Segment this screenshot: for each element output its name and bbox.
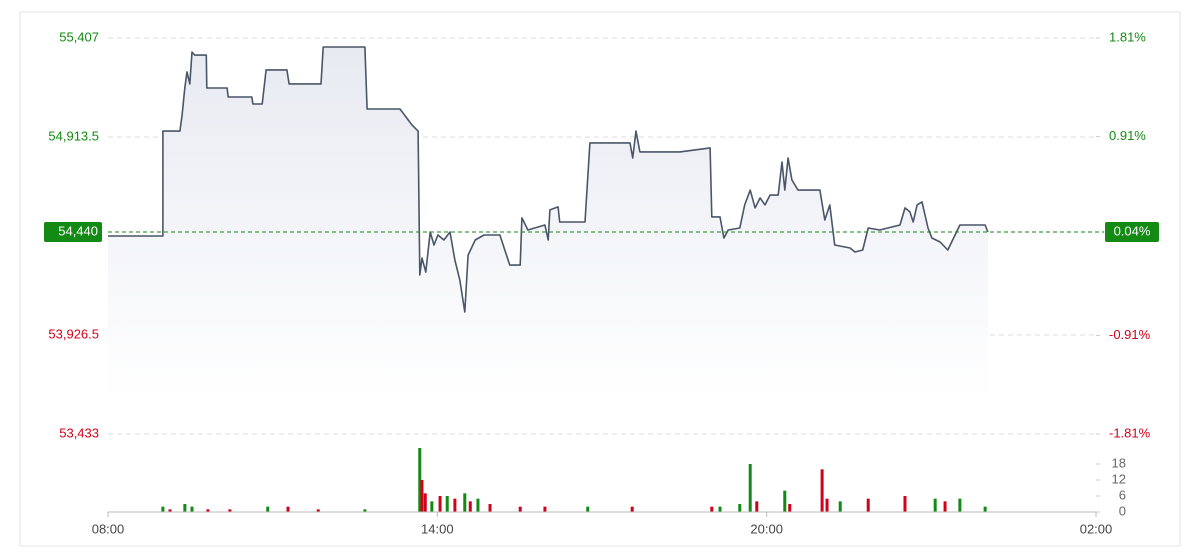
y2-tick-label: 1.81%: [1109, 29, 1146, 44]
volume-bar: [783, 490, 787, 512]
volume-bar: [453, 498, 457, 512]
volume-bar: [738, 504, 742, 512]
volume-bar: [228, 509, 232, 512]
volume-bar: [423, 493, 427, 512]
volume-bar: [586, 506, 590, 512]
last-price-label: 54,440: [58, 223, 98, 238]
price-area: [108, 47, 988, 400]
volume-bar: [183, 504, 187, 512]
volume-bar: [488, 504, 492, 512]
volume-bar: [958, 498, 962, 512]
volume-bar: [630, 506, 634, 512]
y2-tick-label: -0.91%: [1109, 327, 1151, 342]
volume-bar: [983, 506, 987, 512]
volume-bar: [820, 469, 824, 512]
y2-tick-label: 0.91%: [1109, 128, 1146, 143]
volume-bar: [420, 480, 424, 512]
y2-tick-label: -1.81%: [1109, 425, 1151, 440]
volume-tick-label: 12: [1112, 471, 1126, 486]
volume-bar: [316, 509, 320, 512]
volume-bar: [190, 506, 194, 512]
volume-bar: [445, 496, 449, 512]
volume-bar: [206, 509, 210, 512]
volume-bar: [363, 509, 367, 512]
volume-bar: [518, 506, 522, 512]
volume-bar: [755, 501, 759, 512]
volume-tick-label: 18: [1112, 455, 1126, 470]
x-tick-label: 14:00: [421, 521, 454, 536]
volume-bar: [463, 493, 467, 512]
volume-tick-label: 0: [1119, 503, 1126, 518]
volume-bar: [933, 498, 937, 512]
volume-bar: [866, 498, 870, 512]
volume-bar: [286, 506, 290, 512]
volume-bar: [266, 506, 270, 512]
volume-bar: [168, 509, 172, 512]
last-change-badge: [1105, 221, 1159, 242]
volume-bar: [438, 496, 442, 512]
volume-bar: [825, 498, 829, 512]
x-tick-label: 02:00: [1080, 521, 1113, 536]
price-line: [108, 46, 989, 313]
y-tick-label: 55,407: [59, 29, 99, 44]
x-tick-label: 08:00: [92, 521, 125, 536]
volume-bar: [903, 496, 907, 512]
last-price-badge: [44, 221, 102, 242]
volume-bar: [788, 504, 792, 512]
volume-bar: [748, 464, 752, 512]
volume-bar: [838, 501, 842, 512]
x-tick-label: 20:00: [750, 521, 783, 536]
y-tick-label: 53,433: [59, 425, 99, 440]
volume-bar: [476, 498, 480, 512]
volume-bar: [161, 506, 165, 512]
volume-bar: [943, 501, 947, 512]
volume-bar: [710, 506, 714, 512]
volume-bar: [468, 501, 472, 512]
volume-tick-label: 6: [1119, 487, 1126, 502]
y-tick-label: 54,913.5: [48, 128, 99, 143]
volume-bar: [430, 501, 434, 512]
volume-bar: [718, 506, 722, 512]
volume-bar: [418, 448, 422, 512]
y-tick-label: 53,926.5: [48, 326, 99, 341]
last-change-label: 0.04%: [1114, 223, 1151, 238]
volume-bar: [543, 506, 547, 512]
